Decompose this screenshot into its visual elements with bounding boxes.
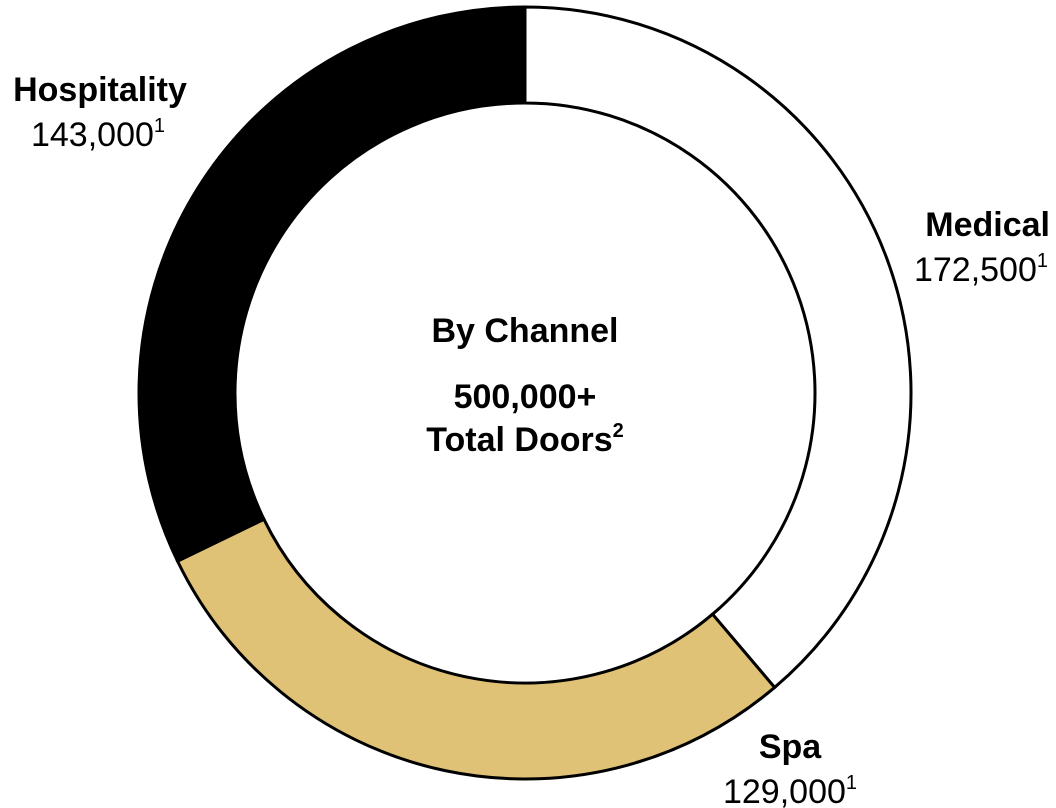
slice-name-hospitality: Hospitality: [13, 71, 187, 109]
slice-footnote-medical: 1: [1037, 250, 1048, 272]
slice-label-spa: Spa 129,0001: [723, 728, 857, 808]
slice-value-spa: 129,000: [723, 773, 846, 808]
slice-spa: [175, 517, 777, 781]
total-footnote: 2: [613, 420, 624, 442]
center-label: By Channel 500,000+ Total Doors2: [426, 312, 624, 459]
slice-medical: [523, 5, 913, 690]
slice-value-line-hospitality: 143,0001: [31, 115, 165, 154]
slice-value-line-spa: 129,0001: [723, 772, 857, 808]
donut-slices: [137, 5, 913, 781]
total-value: 500,000+: [454, 378, 597, 416]
slice-value-hospitality: 143,000: [31, 116, 154, 154]
slice-hospitality: [137, 5, 527, 564]
slice-label-hospitality: Hospitality 143,0001: [13, 71, 187, 154]
center-title: By Channel: [431, 312, 618, 350]
slice-label-medical: Medical 172,5001: [914, 206, 1050, 289]
total-label: Total Doors: [426, 421, 612, 459]
slice-name-spa: Spa: [759, 728, 822, 766]
slice-footnote-hospitality: 1: [154, 115, 165, 137]
slice-value-medical: 172,500: [914, 251, 1037, 289]
slice-footnote-spa: 1: [846, 772, 857, 794]
total-label-line: Total Doors2: [426, 420, 624, 459]
slice-value-line-medical: 172,5001: [914, 250, 1048, 289]
slice-name-medical: Medical: [925, 206, 1050, 244]
